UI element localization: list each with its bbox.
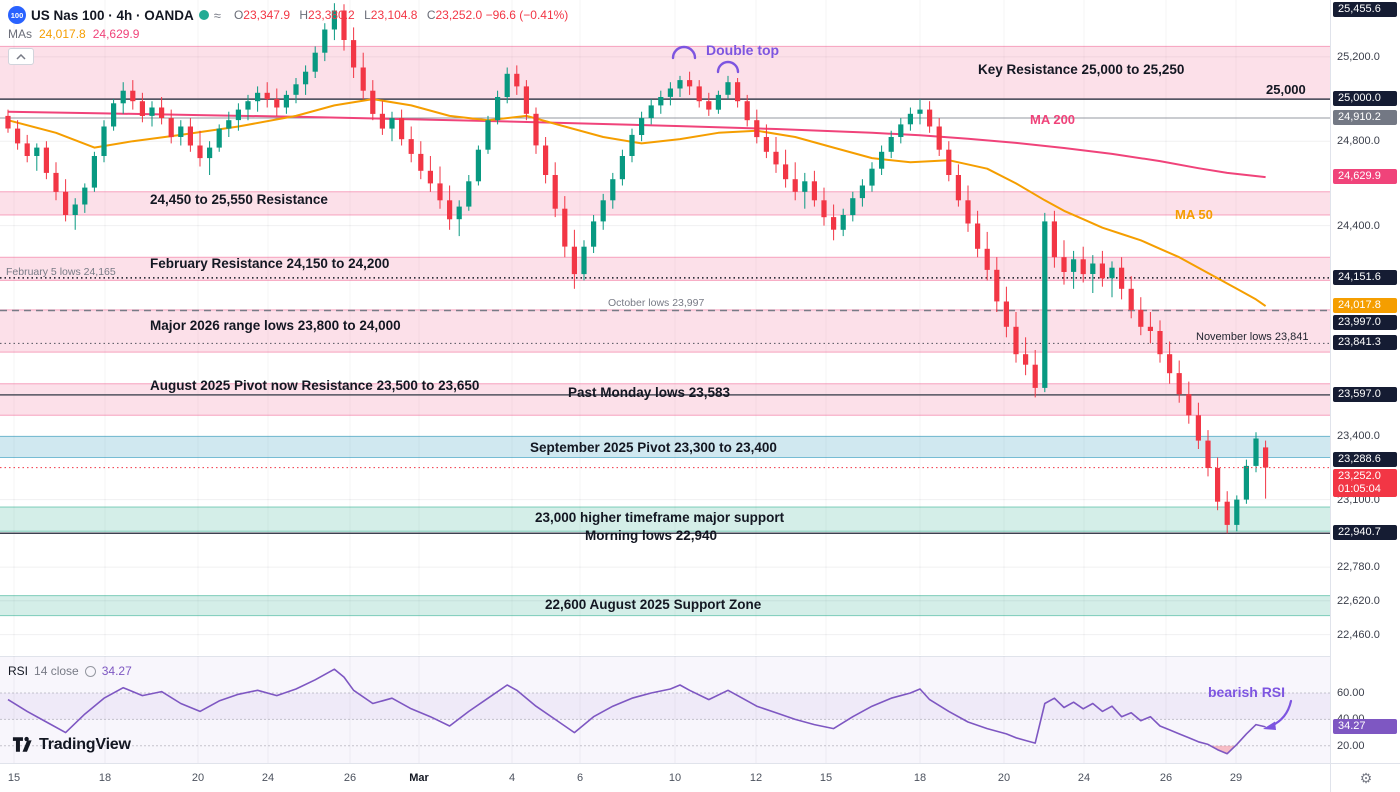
rsi-title[interactable]: RSI <box>8 664 29 678</box>
rsi-params: 14 close <box>34 664 79 678</box>
close-value: 23,252.0 <box>435 8 483 22</box>
time-axis-label: 18 <box>913 772 927 784</box>
axis-settings[interactable]: ⚙ <box>1330 763 1400 792</box>
low-value: 23,104.8 <box>370 8 418 22</box>
rsi-pane[interactable] <box>0 656 1330 763</box>
ma50-line <box>7 98 1267 307</box>
rsi-value-badge: 34.27 <box>1333 719 1397 735</box>
tradingview-logo[interactable]: TradingView <box>12 735 131 754</box>
price-tick: 22,460.0 <box>1337 628 1380 641</box>
price-badge: 23,841.3 <box>1333 335 1397 351</box>
symbol-legend: 100 US Nas 100 · 4h · OANDA ≈ O23,347.9 … <box>8 5 568 43</box>
time-axis-label: 24 <box>1077 772 1091 784</box>
price-badge: 23,997.0 <box>1333 315 1397 331</box>
chevron-up-icon <box>16 53 26 60</box>
price-tick: 23,400.0 <box>1337 430 1380 443</box>
rsi-legend[interactable]: RSI 14 close 34.27 <box>8 664 132 678</box>
gear-icon[interactable]: ⚙ <box>1359 770 1373 786</box>
price-badge: 23,288.6 <box>1333 451 1397 467</box>
ma200-value: 24,629.9 <box>92 27 140 41</box>
price-badge: 24,017.8 <box>1333 298 1397 314</box>
rsi-line <box>7 668 1266 755</box>
rsi-current-value: 34.27 <box>101 664 132 678</box>
price-badge: 23,252.0 01:05:04 <box>1333 468 1397 497</box>
time-axis-label: 29 <box>1229 772 1243 784</box>
ohlc-values: O23,347.9 H23,380.2 L23,104.8 C23,252.0 … <box>228 8 568 22</box>
price-badge: 24,151.6 <box>1333 269 1397 285</box>
time-axis-label: 26 <box>1159 772 1173 784</box>
time-axis[interactable]: 15 18 20 24 26 Mar 4 6 10 12 15 18 20 24 26 29 <box>0 763 1330 792</box>
time-axis-label: Mar <box>409 772 429 784</box>
time-axis-label: 15 <box>819 772 833 784</box>
price-tick: 25,200.0 <box>1337 50 1380 63</box>
time-axis-label: 24 <box>261 772 275 784</box>
time-axis-label: 10 <box>668 772 682 784</box>
symbol-logo-icon[interactable]: 100 <box>8 6 26 24</box>
high-value: 23,380.2 <box>308 8 355 22</box>
rsi-settings-icon[interactable] <box>84 665 96 677</box>
time-axis-label: 6 <box>576 772 584 784</box>
data-approx-icon: ≈ <box>213 7 221 23</box>
market-status-icon[interactable] <box>198 10 209 20</box>
rsi-tick: 20.00 <box>1337 739 1365 752</box>
change-value: −96.6 (−0.41%) <box>485 8 569 22</box>
time-axis-label: 26 <box>343 772 357 784</box>
price-badge: 22,940.7 <box>1333 525 1397 541</box>
time-axis-label: 15 <box>7 772 21 784</box>
price-tick: 24,800.0 <box>1337 135 1380 148</box>
mas-label[interactable]: MAs <box>8 27 32 41</box>
high-label: H <box>299 8 309 22</box>
time-axis-label: 4 <box>508 772 516 784</box>
zones-layer <box>0 45 1330 617</box>
price-badge: 25,000.0 <box>1333 91 1397 107</box>
price-tick: 24,400.0 <box>1337 219 1380 232</box>
price-badge: 24,629.9 <box>1333 169 1397 185</box>
symbol-title[interactable]: US Nas 100 · 4h · OANDA <box>31 7 194 23</box>
levels-layer <box>0 98 1330 534</box>
close-label: C <box>426 8 436 22</box>
tradingview-icon <box>12 736 32 752</box>
time-axis-label: 18 <box>98 772 112 784</box>
price-tick: 22,780.0 <box>1337 561 1380 574</box>
price-badge: 24,910.2 <box>1333 110 1397 125</box>
price-badge: 23,597.0 <box>1333 386 1397 402</box>
price-badge: 25,455.6 <box>1333 2 1397 17</box>
open-value: 23,347.9 <box>243 8 290 22</box>
rsi-tick: 60.00 <box>1337 687 1365 699</box>
ma50-value: 24,017.8 <box>39 27 86 41</box>
time-axis-label: 12 <box>749 772 763 784</box>
tradingview-logo-text: TradingView <box>39 735 131 753</box>
ma200-line <box>7 110 1266 179</box>
collapse-pane-button[interactable] <box>8 48 34 65</box>
price-tick: 22,620.0 <box>1337 594 1380 607</box>
low-label: L <box>364 8 371 22</box>
open-label: O <box>233 8 244 22</box>
candles-layer <box>5 3 1269 534</box>
price-axis[interactable]: 25,200.0 24,800.0 24,400.0 23,400.0 23,100.0… <box>1330 0 1400 763</box>
price-pane[interactable] <box>0 0 1330 656</box>
time-axis-label: 20 <box>191 772 205 784</box>
time-axis-label: 20 <box>997 772 1011 784</box>
